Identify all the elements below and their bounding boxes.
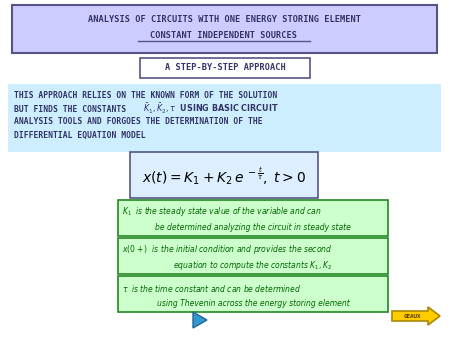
FancyBboxPatch shape bbox=[118, 200, 388, 236]
Text: $x(t) = K_1 + K_2\,e^{\,-\frac{t}{\tau}},\; t > 0$: $x(t) = K_1 + K_2\,e^{\,-\frac{t}{\tau}}… bbox=[142, 165, 306, 187]
Text: $x(0+)$  is the initial condition and provides the second: $x(0+)$ is the initial condition and pro… bbox=[122, 243, 333, 257]
Text: $K_1$  is the steady state value of the variable and can: $K_1$ is the steady state value of the v… bbox=[122, 206, 322, 218]
Text: BUT FINDS THE CONSTANTS: BUT FINDS THE CONSTANTS bbox=[14, 104, 136, 114]
Text: using Thevenin across the energy storing element: using Thevenin across the energy storing… bbox=[157, 299, 349, 309]
Text: $\tau$  is the time constant and can be determined: $\tau$ is the time constant and can be d… bbox=[122, 283, 301, 293]
Text: equation to compute the constants $K_1, K_2$: equation to compute the constants $K_1, … bbox=[173, 260, 333, 272]
FancyBboxPatch shape bbox=[118, 238, 388, 274]
Text: $\bar{K}_1, \bar{K}_2, \tau$  USING BASIC CIRCUIT: $\bar{K}_1, \bar{K}_2, \tau$ USING BASIC… bbox=[143, 102, 279, 116]
Text: ANALYSIS OF CIRCUITS WITH ONE ENERGY STORING ELEMENT: ANALYSIS OF CIRCUITS WITH ONE ENERGY STO… bbox=[87, 15, 360, 24]
Text: DIFFERENTIAL EQUATION MODEL: DIFFERENTIAL EQUATION MODEL bbox=[14, 130, 146, 140]
Text: be determined analyzing the circuit in steady state: be determined analyzing the circuit in s… bbox=[155, 223, 351, 233]
FancyBboxPatch shape bbox=[12, 5, 437, 53]
Text: CONSTANT INDEPENDENT SOURCES: CONSTANT INDEPENDENT SOURCES bbox=[150, 30, 297, 40]
FancyBboxPatch shape bbox=[8, 84, 441, 152]
Text: THIS APPROACH RELIES ON THE KNOWN FORM OF THE SOLUTION: THIS APPROACH RELIES ON THE KNOWN FORM O… bbox=[14, 92, 277, 100]
Text: A STEP-BY-STEP APPROACH: A STEP-BY-STEP APPROACH bbox=[165, 64, 285, 72]
Text: ANALYSIS TOOLS AND FORGOES THE DETERMINATION OF THE: ANALYSIS TOOLS AND FORGOES THE DETERMINA… bbox=[14, 118, 263, 126]
FancyBboxPatch shape bbox=[130, 152, 318, 198]
Polygon shape bbox=[193, 312, 207, 328]
FancyBboxPatch shape bbox=[118, 276, 388, 312]
Polygon shape bbox=[392, 307, 440, 325]
Text: GEAUX: GEAUX bbox=[403, 314, 421, 318]
FancyBboxPatch shape bbox=[140, 58, 310, 78]
